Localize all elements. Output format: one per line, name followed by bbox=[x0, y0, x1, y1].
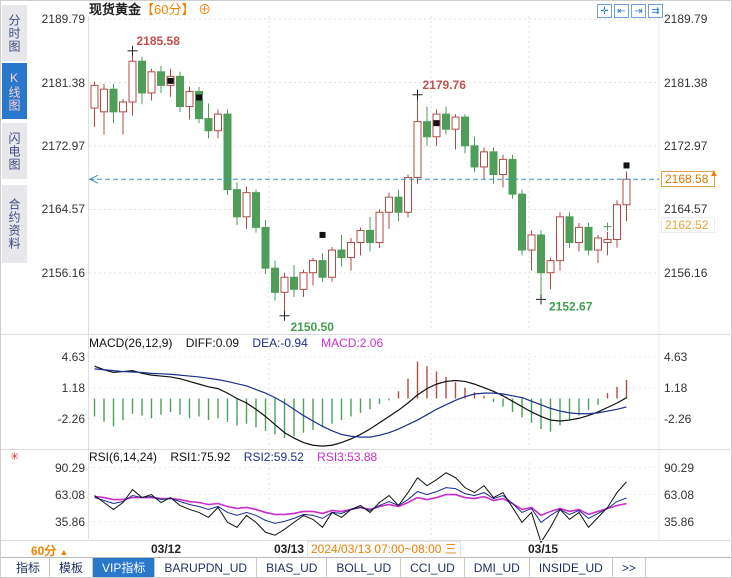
sidebar-item-time-share-chart[interactable]: 分时图 bbox=[2, 5, 27, 61]
macd-tick: 4.63 bbox=[61, 349, 85, 364]
zoom-out-icon[interactable]: ⇤ bbox=[614, 4, 629, 18]
instrument-name: 现货黄金 bbox=[89, 2, 142, 17]
macd-tick: 4.63 bbox=[664, 349, 688, 364]
macd-tick: -2.26 bbox=[664, 411, 692, 426]
rsi3-value: RSI3:53.88 bbox=[317, 450, 378, 464]
tab-cci[interactable]: CCI_UD bbox=[401, 558, 465, 577]
tab-barupdn[interactable]: BARUPDN_UD bbox=[155, 558, 258, 577]
tab-template[interactable]: 模板 bbox=[50, 558, 94, 577]
crosshair-move-icon[interactable]: ✛ bbox=[597, 4, 612, 18]
rsi2-value: RSI2:59.52 bbox=[243, 450, 304, 464]
sidebar-item-lightning-chart[interactable]: 闪电图 bbox=[2, 123, 27, 179]
svg-text:2179.76: 2179.76 bbox=[423, 78, 467, 92]
tab-vip-indicator[interactable]: VIP指标 bbox=[93, 558, 156, 577]
indicator-flag-icon[interactable]: ✳ bbox=[10, 451, 20, 463]
price-tick: 2156.16 bbox=[664, 266, 708, 280]
price-tick: 2189.79 bbox=[41, 12, 85, 26]
svg-text:2150.50: 2150.50 bbox=[291, 320, 335, 334]
current-bar-time: 2024/03/13 07:00~08:00 三 bbox=[307, 541, 461, 558]
macd-indicator-labels: MACD(26,12,9) DIFF:0.09 DEA:-0.94 MACD:2… bbox=[89, 336, 393, 350]
period-selector[interactable]: 60分 ▲ bbox=[31, 542, 68, 559]
chart-title: 现货黄金【60分】 ⊕ bbox=[89, 2, 211, 18]
rsi-tick: 90.29 bbox=[54, 460, 85, 475]
x-date-label: 03/13 bbox=[273, 542, 305, 556]
tab-indicator[interactable]: 指标 bbox=[7, 558, 51, 577]
rsi-params: RSI(6,14,24) bbox=[89, 450, 158, 464]
tab-bias[interactable]: BIAS_UD bbox=[257, 558, 328, 577]
price-tick: 2156.16 bbox=[41, 266, 85, 280]
price-tick: 2172.97 bbox=[41, 139, 85, 154]
price-tick: 2189.79 bbox=[664, 12, 708, 26]
price-tick: 2181.38 bbox=[664, 75, 708, 90]
rsi-tick: 63.08 bbox=[664, 487, 695, 502]
indicator-tab-bar: 指标 模板 VIP指标 BARUPDN_UD BIAS_UD BOLL_UD CCI_UD D… bbox=[1, 557, 731, 577]
zoom-in-icon[interactable]: ⇥ bbox=[631, 4, 646, 18]
tab-inside[interactable]: INSIDE_UD bbox=[530, 558, 613, 577]
macd-params: MACD(26,12,9) bbox=[89, 336, 173, 350]
shift-right-icon[interactable]: ⇉ bbox=[648, 4, 663, 18]
sidebar-item-contract-info[interactable]: 合约资料 bbox=[2, 185, 27, 263]
rsi-indicator-labels: RSI(6,14,24) RSI1:75.92 RSI2:59.52 RSI3:… bbox=[89, 450, 387, 464]
macd-dea-value: DEA:-0.94 bbox=[252, 336, 308, 350]
macd-tick: 1.18 bbox=[664, 380, 688, 395]
add-circle-icon[interactable]: ⊕ bbox=[198, 2, 212, 17]
period-dropdown-arrow-icon: ▲ bbox=[59, 547, 69, 557]
rsi-tick: 63.08 bbox=[54, 487, 85, 502]
svg-text:2152.67: 2152.67 bbox=[549, 299, 593, 313]
svg-text:2185.58: 2185.58 bbox=[137, 34, 181, 48]
macd-tick: -2.26 bbox=[57, 411, 85, 426]
current-price-tag: 2168.58 bbox=[661, 171, 715, 187]
tab-boll[interactable]: BOLL_UD bbox=[327, 558, 402, 577]
latest-price-marker-icon: ▲ bbox=[709, 168, 719, 179]
macd-diff-value: DIFF:0.09 bbox=[185, 336, 240, 350]
rsi-tick: 90.29 bbox=[664, 460, 695, 475]
macd-macd-value: MACD:2.06 bbox=[321, 336, 384, 350]
settlement-price-tag: 2162.52 bbox=[661, 217, 715, 233]
period-label: 60分 bbox=[31, 544, 57, 558]
rsi-tick: 35.86 bbox=[664, 514, 695, 529]
period-tag: 【60分】 bbox=[141, 2, 195, 17]
price-tick: 2164.57 bbox=[664, 202, 708, 217]
macd-tick: 1.18 bbox=[61, 380, 85, 395]
rsi1-value: RSI1:75.92 bbox=[170, 450, 231, 464]
price-tick: 2164.57 bbox=[41, 202, 85, 217]
sidebar-item-k-line-chart[interactable]: K线图 bbox=[2, 63, 27, 119]
x-date-label: 03/12 bbox=[150, 542, 182, 556]
rsi-tick: 35.86 bbox=[54, 514, 85, 529]
price-tick: 2172.97 bbox=[664, 139, 708, 154]
price-tick: 2181.38 bbox=[41, 75, 85, 90]
x-date-label: 03/15 bbox=[527, 542, 559, 556]
tab-more[interactable]: >> bbox=[613, 558, 646, 577]
tab-dmi[interactable]: DMI_UD bbox=[465, 558, 530, 577]
